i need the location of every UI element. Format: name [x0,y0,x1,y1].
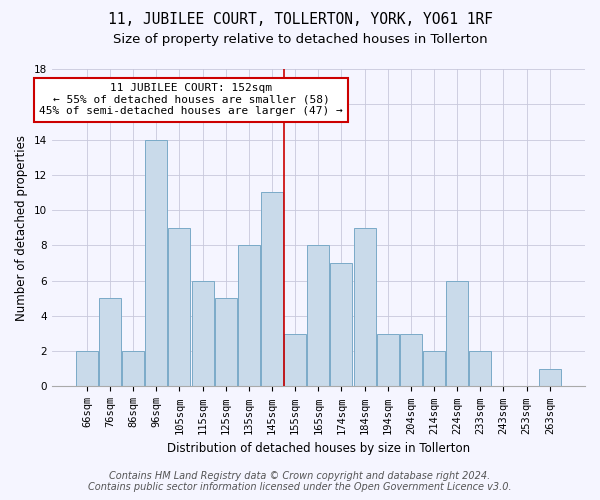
Bar [122,351,144,386]
Bar [145,140,167,386]
Bar [238,246,260,386]
Bar [423,351,445,386]
Text: Size of property relative to detached houses in Tollerton: Size of property relative to detached ho… [113,32,487,46]
Text: Contains HM Land Registry data © Crown copyright and database right 2024.
Contai: Contains HM Land Registry data © Crown c… [88,471,512,492]
Bar [99,298,121,386]
Bar [76,351,98,386]
Bar [539,369,561,386]
Bar [377,334,399,386]
Bar [261,192,283,386]
Bar [307,246,329,386]
Bar [353,228,376,386]
Bar [469,351,491,386]
Bar [446,280,468,386]
Text: 11 JUBILEE COURT: 152sqm
← 55% of detached houses are smaller (58)
45% of semi-d: 11 JUBILEE COURT: 152sqm ← 55% of detach… [39,83,343,116]
Bar [215,298,237,386]
Bar [169,228,190,386]
Bar [331,263,352,386]
Bar [191,280,214,386]
Text: 11, JUBILEE COURT, TOLLERTON, YORK, YO61 1RF: 11, JUBILEE COURT, TOLLERTON, YORK, YO61… [107,12,493,28]
Y-axis label: Number of detached properties: Number of detached properties [15,134,28,320]
X-axis label: Distribution of detached houses by size in Tollerton: Distribution of detached houses by size … [167,442,470,455]
Bar [284,334,306,386]
Bar [400,334,422,386]
